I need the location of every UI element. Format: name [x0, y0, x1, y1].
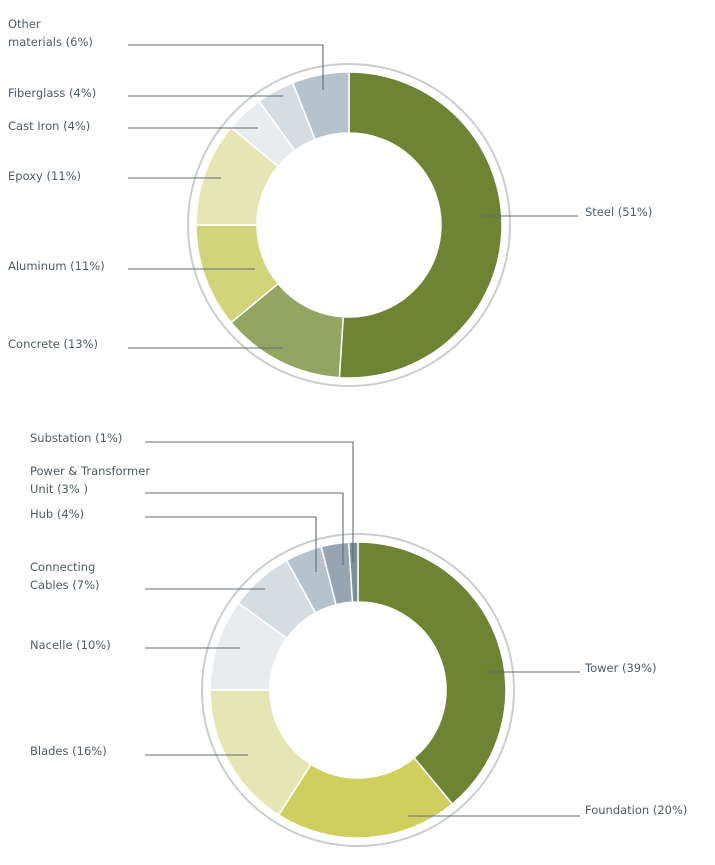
component-chart-outer-ring [201, 533, 515, 847]
component-label-connecting-cables: Connecting Cables (7%) [30, 560, 100, 592]
component-slice-substation [347, 541, 359, 603]
material-label-aluminum: Aluminum (11%) [8, 259, 105, 273]
component-slice-tower [357, 541, 507, 806]
component-label-hub: Hub (4%) [30, 507, 84, 521]
component-label-blades: Blades (16%) [30, 744, 107, 758]
component-label-nacelle: Nacelle (10%) [30, 638, 111, 652]
material-leader-line-other-materials [128, 44, 324, 90]
material-label-epoxy: Epoxy (11%) [8, 169, 81, 183]
components-donut-chart: Tower (39%) Foundation (20%) Blades (16%) N… [30, 431, 687, 847]
component-label-power-and-transformer-unit: Power & Transformer Unit (3% ) [30, 464, 150, 496]
component-leader-line-hub [145, 516, 317, 572]
material-label-concrete: Concrete (13%) [8, 337, 98, 351]
material-chart-outer-ring [187, 63, 511, 387]
material-label-cast-iron: Cast Iron (4%) [8, 119, 90, 133]
component-label-foundation: Foundation (20%) [585, 803, 687, 817]
material-slice-other-materials [291, 71, 350, 141]
component-leader-line-power-and-transformer-unit [145, 492, 344, 565]
material-label-other-materials: Other materials (6%) [8, 17, 93, 49]
material-label-steel: Steel (51%) [585, 205, 652, 219]
materials-donut-chart: Steel (51%) Concrete (13%) Aluminum (11%) E… [8, 17, 652, 387]
component-label-substation: Substation (1%) [30, 431, 122, 445]
component-leader-line-substation [145, 441, 354, 563]
material-label-fiberglass: Fiberglass (4%) [8, 86, 96, 100]
component-label-tower: Tower (39%) [584, 661, 657, 675]
material-slice-steel [338, 71, 503, 379]
